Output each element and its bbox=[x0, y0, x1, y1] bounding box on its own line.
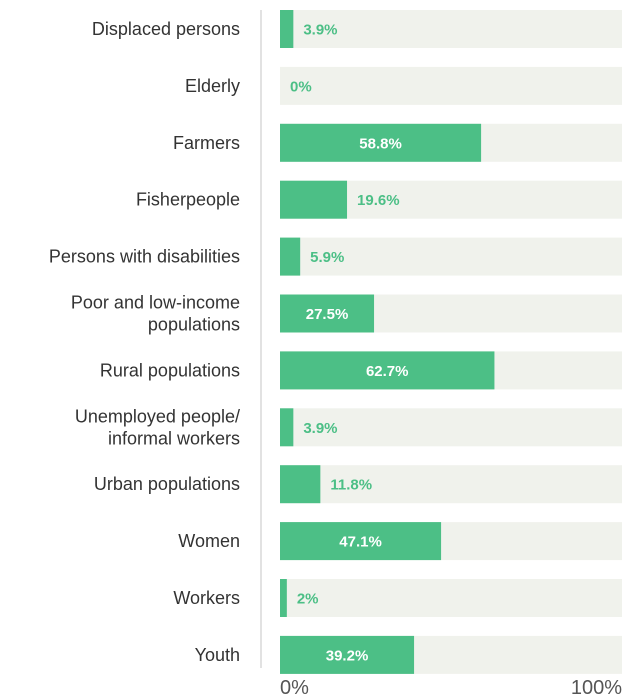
bar-track bbox=[280, 408, 622, 447]
ticks-layer: 0% 100% bbox=[280, 677, 622, 699]
category-label: Workers bbox=[173, 588, 240, 608]
value-label: 62.7% bbox=[366, 363, 409, 380]
bar bbox=[280, 579, 287, 617]
bar-row: 39.2% Youth bbox=[195, 635, 622, 674]
value-label: 0% bbox=[290, 78, 312, 95]
category-label: Youth bbox=[195, 645, 240, 665]
bar-track bbox=[280, 66, 622, 105]
value-label: 27.5% bbox=[306, 306, 349, 323]
value-label: 19.6% bbox=[357, 192, 400, 209]
value-label: 11.8% bbox=[330, 477, 372, 494]
bar-row: 2% Workers bbox=[173, 579, 622, 617]
category-label: Women bbox=[178, 531, 240, 551]
value-label: 58.8% bbox=[359, 135, 402, 152]
value-label: 47.1% bbox=[339, 534, 382, 551]
category-label: Unemployed people/informal workers bbox=[75, 406, 240, 448]
bar bbox=[280, 123, 482, 162]
bar bbox=[280, 294, 375, 333]
bar-row: 3.9% Unemployed people/informal workers bbox=[75, 406, 622, 448]
bar bbox=[280, 237, 301, 276]
bar-track bbox=[280, 579, 622, 617]
value-label: 3.9% bbox=[303, 420, 337, 437]
bar-row: 47.1% Women bbox=[178, 522, 622, 561]
value-label: 3.9% bbox=[303, 22, 337, 39]
bar-row: 27.5% Poor and low-income populations bbox=[71, 293, 622, 335]
bar bbox=[280, 408, 294, 447]
bar-row: 62.7% Rural populations bbox=[100, 351, 622, 390]
bar-row: 19.6% Fisherpeople bbox=[136, 180, 622, 219]
bar-row: 3.9% Displaced persons bbox=[92, 10, 622, 48]
bar bbox=[280, 522, 442, 561]
value-label: 2% bbox=[297, 591, 319, 608]
bar bbox=[280, 635, 415, 674]
bar-row: 5.9% Persons with disabilities bbox=[49, 237, 622, 276]
category-label: Displaced persons bbox=[92, 19, 240, 39]
bar-track bbox=[280, 465, 622, 504]
value-label: 5.9% bbox=[310, 249, 344, 266]
bar bbox=[280, 465, 321, 504]
category-label: Fisherpeople bbox=[136, 190, 240, 210]
category-label: Farmers bbox=[173, 133, 240, 153]
bar-track bbox=[280, 10, 622, 48]
bar-track bbox=[280, 237, 622, 276]
category-label: Poor and low-income populations bbox=[71, 293, 240, 335]
rows-layer: 3.9% Displaced persons 0% Elderly 58.8% Farme… bbox=[49, 10, 622, 674]
category-label: Elderly bbox=[185, 76, 240, 96]
bar bbox=[280, 351, 495, 390]
x-tick-label: 100% bbox=[571, 677, 622, 699]
category-label: Rural populations bbox=[100, 360, 240, 380]
category-label: Urban populations bbox=[94, 474, 240, 494]
bar bbox=[280, 10, 294, 48]
x-tick-label: 0% bbox=[280, 677, 309, 699]
bar-row: 0% Elderly bbox=[185, 66, 622, 105]
value-label: 39.2% bbox=[326, 647, 369, 664]
bar bbox=[280, 180, 348, 219]
category-label: Persons with disabilities bbox=[49, 247, 240, 267]
bar-row: 11.8% Urban populations bbox=[94, 465, 622, 504]
bar-row: 58.8% Farmers bbox=[173, 123, 622, 162]
